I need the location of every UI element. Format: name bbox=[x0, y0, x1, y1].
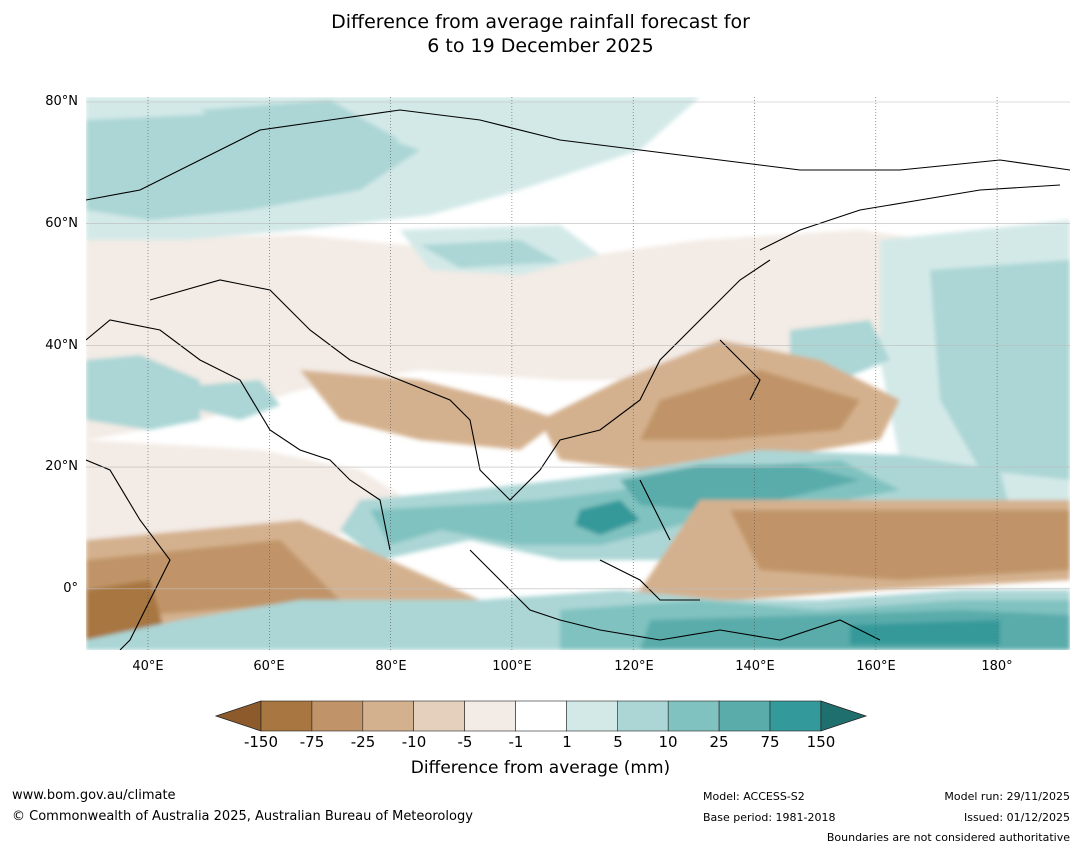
colorbar-tick: -25 bbox=[350, 733, 376, 751]
anomaly-region bbox=[930, 260, 1070, 480]
coastline bbox=[469, 549, 881, 641]
colorbar-tick: 75 bbox=[760, 733, 780, 751]
colorbar-tick: -75 bbox=[299, 733, 325, 751]
lon-label-160e: 160°E bbox=[856, 659, 896, 674]
title-line-2: 6 to 19 December 2025 bbox=[427, 35, 654, 57]
colorbar-extend-dry bbox=[214, 700, 262, 732]
coastline bbox=[86, 319, 391, 551]
coastline bbox=[759, 184, 1061, 251]
colorbar-swatch bbox=[718, 700, 771, 732]
colorbar-tick: -150 bbox=[243, 733, 279, 751]
colorbar-tick: -10 bbox=[401, 733, 427, 751]
lat-label-20n: 20°N bbox=[45, 459, 78, 474]
colorbar-tick: 150 bbox=[806, 733, 836, 751]
colorbar-title: Difference from average (mm) bbox=[410, 758, 671, 778]
lon-label-180: 180° bbox=[981, 659, 1013, 674]
boundaries-disclaimer: Boundaries are not considered authoritat… bbox=[826, 831, 1070, 844]
anomaly-region bbox=[640, 370, 860, 440]
colorbar-swatch bbox=[515, 700, 567, 732]
lon-label-140e: 140°E bbox=[735, 659, 775, 674]
model-run-date: Model run: 29/11/2025 bbox=[944, 790, 1070, 803]
colorbar-tick: -1 bbox=[508, 733, 524, 751]
anomaly-region bbox=[300, 370, 560, 450]
lon-label-100e: 100°E bbox=[492, 659, 532, 674]
anomaly-region bbox=[620, 465, 860, 510]
issued-date: Issued: 01/12/2025 bbox=[963, 811, 1070, 824]
colorbar-tick: 25 bbox=[709, 733, 729, 751]
anomaly-region bbox=[86, 355, 200, 430]
lon-label-60e: 60°E bbox=[253, 659, 285, 674]
lon-label-120e: 120°E bbox=[614, 659, 654, 674]
colorbar-tick: -5 bbox=[457, 733, 473, 751]
colorbar-swatch bbox=[413, 700, 465, 732]
lon-label-80e: 80°E bbox=[375, 659, 407, 674]
colorbar-tick: 5 bbox=[613, 733, 623, 751]
model-name: Model: ACCESS-S2 bbox=[703, 790, 805, 803]
colorbar-swatch bbox=[566, 700, 618, 732]
anomaly-region bbox=[575, 500, 640, 535]
colorbar-swatch bbox=[667, 700, 720, 732]
colorbar-swatch bbox=[260, 700, 313, 732]
chart-title: Difference from average rainfall forecas… bbox=[0, 10, 1081, 58]
lat-label-40n: 40°N bbox=[45, 338, 78, 353]
title-line-1: Difference from average rainfall forecas… bbox=[331, 11, 750, 33]
anomaly-region bbox=[86, 230, 1070, 440]
colorbar-tick: 1 bbox=[562, 733, 572, 751]
anomaly-region bbox=[850, 620, 1000, 645]
colorbar-tick: 10 bbox=[658, 733, 678, 751]
colorbar-swatch bbox=[769, 700, 822, 732]
lat-label-60n: 60°N bbox=[45, 216, 78, 231]
colorbar-swatch bbox=[464, 700, 516, 732]
colorbar bbox=[214, 700, 868, 732]
copyright-text: © Commonwealth of Australia 2025, Austra… bbox=[12, 809, 473, 824]
colorbar-swatch bbox=[311, 700, 364, 732]
website-link[interactable]: www.bom.gov.au/climate bbox=[12, 788, 176, 803]
base-period: Base period: 1981-2018 bbox=[703, 811, 836, 824]
lat-label-0: 0° bbox=[63, 581, 78, 596]
coastline bbox=[719, 339, 761, 401]
lat-label-80n: 80°N bbox=[45, 94, 78, 109]
colorbar-swatch bbox=[362, 700, 414, 732]
anomaly-region bbox=[730, 510, 1070, 580]
coastline bbox=[639, 479, 671, 541]
lon-label-40e: 40°E bbox=[132, 659, 164, 674]
colorbar-extend-wet bbox=[820, 700, 868, 732]
anomaly-region bbox=[420, 240, 560, 268]
anomaly-region bbox=[200, 380, 280, 420]
coastline bbox=[86, 109, 1070, 201]
coastline bbox=[86, 459, 171, 650]
coastline bbox=[599, 559, 700, 601]
coastline bbox=[149, 259, 771, 501]
map-area bbox=[86, 97, 1070, 650]
colorbar-swatch bbox=[616, 700, 669, 732]
